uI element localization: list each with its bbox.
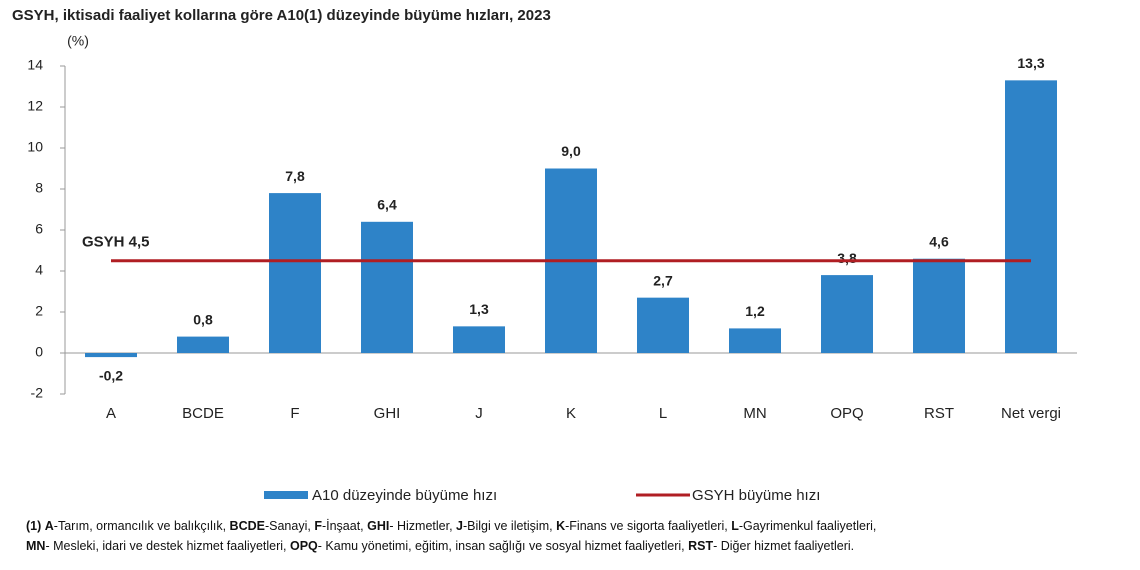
footnote-line: MN- Mesleki, idari ve destek hizmet faal… — [26, 536, 1126, 556]
footnote-text: -Gayrimenkul faaliyetleri, — [738, 519, 877, 533]
footnote-text: BCDE — [229, 519, 265, 533]
y-tick-label: 12 — [27, 98, 43, 114]
y-tick-label: 10 — [27, 139, 43, 155]
legend-label: GSYH büyüme hızı — [692, 487, 820, 504]
footnote-text: - Diğer hizmet faaliyetleri. — [713, 539, 855, 553]
y-tick-label: 8 — [35, 180, 43, 196]
footnote-text: MN — [26, 539, 46, 553]
footnote-text: GHI — [367, 519, 390, 533]
value-label: 13,3 — [1017, 55, 1044, 71]
value-label: 9,0 — [561, 143, 581, 159]
y-axis-label: (%) — [67, 33, 89, 49]
x-tick-label: OPQ — [830, 405, 863, 422]
footnote-text: OPQ — [290, 539, 318, 553]
x-tick-label: Net vergi — [1001, 405, 1061, 422]
reference-label: GSYH 4,5 — [82, 234, 150, 251]
footnote-text: -Tarım, ormancılık ve balıkçılık, — [53, 519, 227, 533]
value-label: -0,2 — [99, 368, 123, 384]
y-tick-label: 2 — [35, 303, 43, 319]
y-tick-label: -2 — [31, 385, 44, 401]
footnote-text: -Bilgi ve iletişim, — [463, 519, 553, 533]
x-tick-label: L — [659, 405, 667, 422]
footnote-text: A — [44, 519, 54, 533]
legend-label: A10 düzeyinde büyüme hızı — [312, 487, 497, 504]
bar — [821, 275, 873, 353]
footnote-text: L — [731, 519, 739, 533]
footnote-text: F — [314, 519, 322, 533]
chart: GSYH, iktisadi faaliyet kollarına göre A… — [12, 7, 1077, 504]
bar — [85, 353, 137, 358]
footnote: (1) A-Tarım, ormancılık ve balıkçılık, B… — [26, 516, 1126, 556]
bar — [729, 328, 781, 353]
bar — [177, 336, 229, 353]
value-label: 4,6 — [929, 233, 949, 249]
footnote-text: - Kamu yönetimi, eğitim, insan sağlığı v… — [317, 539, 685, 553]
x-tick-label: F — [290, 405, 299, 422]
x-tick-label: BCDE — [182, 405, 224, 422]
bar — [637, 297, 689, 353]
value-label: 2,7 — [653, 272, 673, 288]
x-tick-label: J — [475, 405, 483, 422]
bar — [361, 221, 413, 353]
footnote-text: -Sanayi, — [264, 519, 311, 533]
x-tick-label: K — [566, 405, 576, 422]
chart-title: GSYH, iktisadi faaliyet kollarına göre A… — [12, 7, 551, 24]
footnote-line: (1) A-Tarım, ormancılık ve balıkçılık, B… — [26, 516, 1126, 536]
value-label: 3,8 — [837, 250, 857, 266]
value-label: 1,2 — [745, 303, 765, 319]
bar — [453, 326, 505, 353]
bar — [269, 193, 321, 353]
footnote-text: -İnşaat, — [321, 519, 364, 533]
footnote-text: -Finans ve sigorta faaliyetleri, — [565, 519, 728, 533]
y-tick-label: 6 — [35, 221, 43, 237]
x-tick-label: RST — [924, 405, 954, 422]
footnote-text: (1) — [26, 519, 42, 533]
bar — [1005, 80, 1057, 353]
x-tick-label: MN — [743, 405, 766, 422]
value-label: 1,3 — [469, 301, 489, 317]
legend-swatch — [264, 491, 308, 499]
x-tick-label: GHI — [374, 405, 401, 422]
value-label: 7,8 — [285, 168, 305, 184]
value-label: 6,4 — [377, 197, 397, 213]
footnote-text: J — [456, 519, 463, 533]
y-tick-label: 14 — [27, 57, 43, 73]
bar — [913, 258, 965, 353]
footnote-text: RST — [688, 539, 714, 553]
y-tick-label: 0 — [35, 344, 43, 360]
value-label: 0,8 — [193, 311, 213, 327]
footnote-text: K — [556, 519, 566, 533]
footnote-text: - Mesleki, idari ve destek hizmet faaliy… — [45, 539, 287, 553]
footnote-text: - Hizmetler, — [389, 519, 453, 533]
x-tick-label: A — [106, 405, 116, 422]
y-tick-label: 4 — [35, 262, 43, 278]
